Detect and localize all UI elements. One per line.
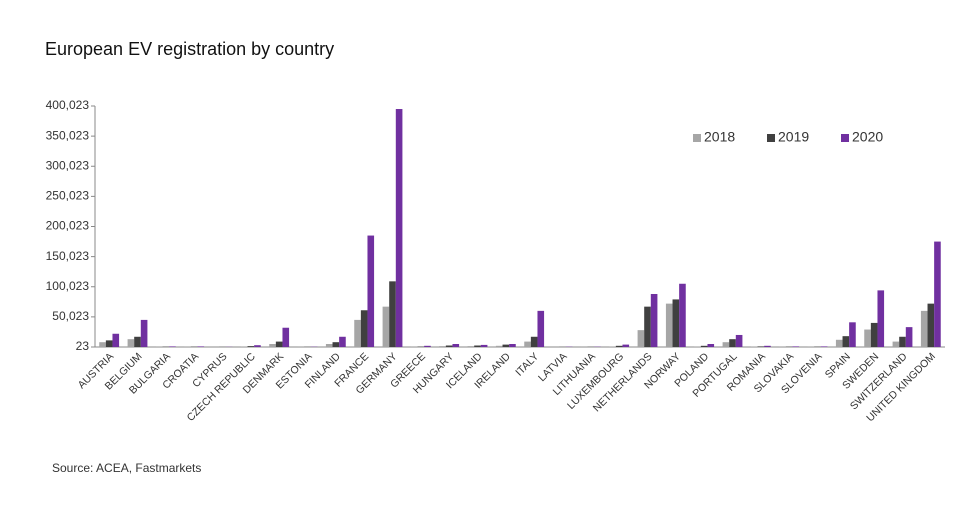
bar [105,340,113,347]
bar [820,346,828,347]
bar [395,109,403,347]
bar [722,342,730,347]
bar [842,336,850,347]
legend-swatch [767,134,775,142]
y-tick-label: 350,023 [46,128,90,142]
bar [665,303,673,347]
bar [694,346,701,347]
y-tick-label: 400,023 [46,98,90,112]
bar [700,345,708,347]
bar [849,322,856,347]
bar [905,327,913,347]
bar [899,336,906,347]
bar [644,306,651,347]
bar [269,344,276,347]
bar [367,235,375,347]
y-tick-label: 200,023 [46,219,90,233]
bar [467,346,475,347]
bar [360,310,368,347]
bar [169,346,176,347]
bar [650,293,658,347]
bar [332,342,340,347]
bar [452,344,460,347]
bar [127,339,135,347]
bar [275,341,283,347]
bar [764,345,771,347]
y-tick-label: 250,023 [46,189,90,203]
bar [622,344,630,347]
legend-swatch [841,134,849,142]
bar [134,336,141,347]
y-tick-label: 23 [76,339,90,353]
bar [389,281,396,347]
y-tick-label: 100,023 [46,279,90,293]
bar [480,344,488,347]
y-tick-label: 50,023 [52,309,89,323]
bar [339,336,346,347]
bar [140,319,148,347]
bar [920,310,928,347]
legend-label: 2020 [852,129,883,145]
bar [870,322,878,347]
bar [112,333,120,347]
bar [892,341,900,347]
legend-label: 2018 [704,129,735,145]
bar [735,334,743,347]
bar [282,327,290,347]
bar [382,306,390,347]
bar [537,310,545,347]
bar [197,346,205,347]
bar [240,346,248,347]
legend-label: 2019 [778,129,809,145]
bar [530,336,538,347]
bar [757,346,765,347]
bar [474,345,481,347]
bar [609,346,616,347]
source-note: Source: ACEA, Fastmarkets [52,461,201,475]
bar [864,329,871,347]
bar [729,339,736,347]
bar [927,303,935,347]
bar [615,345,623,347]
bar [254,345,261,347]
bar [672,299,680,347]
bar [354,319,361,347]
legend-swatch [693,134,701,142]
bar [325,344,333,347]
bar [934,241,941,347]
bar [792,346,800,347]
bar [679,283,686,347]
bar [99,342,106,347]
bar [439,346,446,347]
bar [445,345,453,347]
y-tick-label: 300,023 [46,158,90,172]
bar [502,344,510,347]
bar [707,344,715,347]
bar [877,290,885,347]
y-tick-label: 150,023 [46,249,90,263]
chart-title: European EV registration by country [45,39,334,59]
bar [424,345,431,347]
bar [495,345,503,347]
bar [637,330,645,347]
bar [524,341,531,347]
bar [835,339,843,347]
bar [509,344,516,347]
bar [247,346,255,347]
